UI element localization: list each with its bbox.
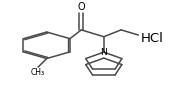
Text: N: N — [100, 48, 107, 57]
Text: CH₃: CH₃ — [30, 68, 44, 77]
Text: O: O — [78, 2, 85, 12]
Text: HCl: HCl — [141, 32, 164, 45]
